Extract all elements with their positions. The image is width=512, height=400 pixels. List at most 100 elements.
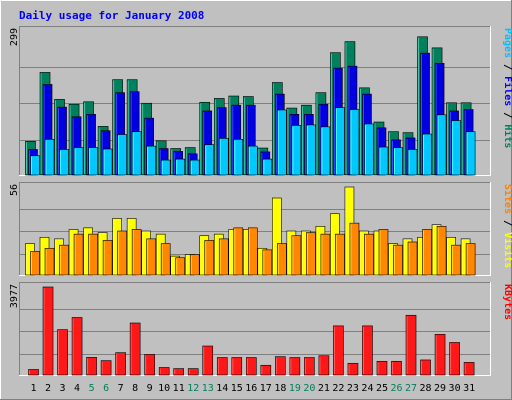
kbytes-bar	[202, 345, 214, 376]
sites-bar	[349, 222, 360, 276]
sites-bar	[306, 232, 316, 276]
kbytes-bar	[144, 354, 155, 376]
pages-bar	[248, 145, 258, 176]
x-tick-label: 24	[361, 383, 373, 394]
pages-bar	[175, 158, 185, 176]
pages-bar	[465, 131, 476, 176]
series-label-part: KBytes	[502, 284, 512, 320]
sites-bar	[335, 233, 345, 276]
pages-bar	[102, 148, 113, 176]
x-tick-label: 19	[289, 383, 301, 394]
pages-bar	[131, 131, 142, 176]
x-tick-label: 15	[231, 383, 243, 394]
pages-bar	[364, 123, 374, 176]
x-tick-label: 18	[274, 383, 286, 394]
series-label: Pages / Files / Hits	[502, 28, 512, 148]
pages-bar	[422, 133, 432, 176]
sites-bar	[262, 249, 273, 276]
pages-bar	[160, 159, 171, 176]
x-tick-label: 14	[216, 383, 228, 394]
pages-bar	[59, 149, 69, 176]
sites-bar	[233, 227, 244, 276]
sites-bar	[291, 235, 302, 276]
sites-bar	[451, 244, 461, 276]
y-max-label: 3977	[9, 284, 20, 308]
panel-2: 56 Sites / Visits	[9, 182, 512, 276]
panel-3: 3977 KBytes	[9, 282, 512, 376]
pages-bar	[451, 120, 461, 176]
kbytes-bar	[86, 356, 97, 376]
pages-bar	[277, 109, 287, 176]
kbytes-bar	[216, 357, 228, 376]
sites-bar	[146, 238, 156, 276]
sites-bar	[248, 227, 258, 276]
sites-bar	[102, 240, 113, 276]
kbytes-bar	[289, 357, 301, 376]
sites-bar	[73, 233, 84, 276]
sites-bar	[422, 229, 432, 276]
kbytes-bar	[57, 329, 68, 376]
pages-bar	[349, 109, 360, 176]
visits-bar	[272, 197, 282, 276]
series-label-part: Hits	[502, 124, 512, 148]
x-tick-label: 25	[376, 383, 388, 394]
kbytes-bar	[347, 362, 359, 376]
x-tick-label: 31	[463, 383, 475, 394]
kbytes-bar	[463, 362, 475, 376]
sites-bar	[59, 244, 69, 276]
x-tick-label: 2	[45, 383, 51, 394]
kbytes-bar	[333, 325, 344, 376]
pages-bar	[204, 144, 215, 176]
pages-bar	[306, 124, 316, 176]
series-label-part: Pages	[502, 28, 512, 58]
pages-bar	[189, 159, 200, 176]
sites-bar	[393, 244, 403, 276]
kbytes-bar	[71, 317, 83, 376]
x-tick-label: 26	[390, 383, 402, 394]
kbytes-bar	[231, 357, 243, 376]
x-tick-label: 3	[60, 383, 66, 394]
x-tick-label: 20	[303, 383, 315, 394]
x-tick-label: 13	[202, 383, 214, 394]
y-max-label: 56	[9, 184, 20, 196]
pages-bar	[73, 147, 84, 176]
series-label: Sites / Visits	[502, 184, 512, 268]
chart-title: Daily usage for January 2008	[19, 9, 204, 22]
kbytes-bar	[115, 352, 126, 376]
pages-bar	[233, 139, 244, 176]
kbytes-bar	[362, 325, 373, 376]
x-tick-label: 28	[420, 383, 432, 394]
sites-bar	[465, 243, 476, 276]
x-tick-label: 7	[118, 383, 124, 394]
kbytes-bar	[42, 286, 54, 376]
sites-bar	[44, 247, 55, 276]
kbytes-bar	[391, 360, 402, 376]
x-tick-label: 12	[187, 383, 199, 394]
pages-bar	[30, 155, 40, 176]
kbytes-bar	[405, 314, 417, 376]
pages-bar	[117, 134, 127, 176]
x-tick-label: 6	[103, 383, 109, 394]
kbytes-bar	[187, 368, 199, 376]
x-tick-label: 29	[434, 383, 446, 394]
sites-bar	[277, 243, 287, 276]
sites-bar	[204, 240, 215, 276]
pages-bar	[291, 125, 302, 176]
sites-bar	[30, 251, 40, 276]
sites-bar	[218, 238, 229, 276]
x-tick-label: 21	[318, 383, 330, 394]
kbytes-bar	[173, 368, 184, 376]
x-tick-label: 11	[173, 383, 185, 394]
series-label-part: Visits	[502, 232, 512, 268]
pages-bar	[436, 114, 447, 176]
pages-bar	[378, 146, 389, 176]
series-label-part: /	[502, 106, 512, 124]
sites-bar	[160, 243, 171, 276]
sites-bar	[88, 233, 98, 276]
series-label: KBytes	[502, 284, 512, 320]
sites-bar	[407, 241, 418, 276]
series-label-part: /	[502, 58, 512, 76]
x-tick-label: 30	[449, 383, 461, 394]
x-tick-label: 5	[89, 383, 95, 394]
